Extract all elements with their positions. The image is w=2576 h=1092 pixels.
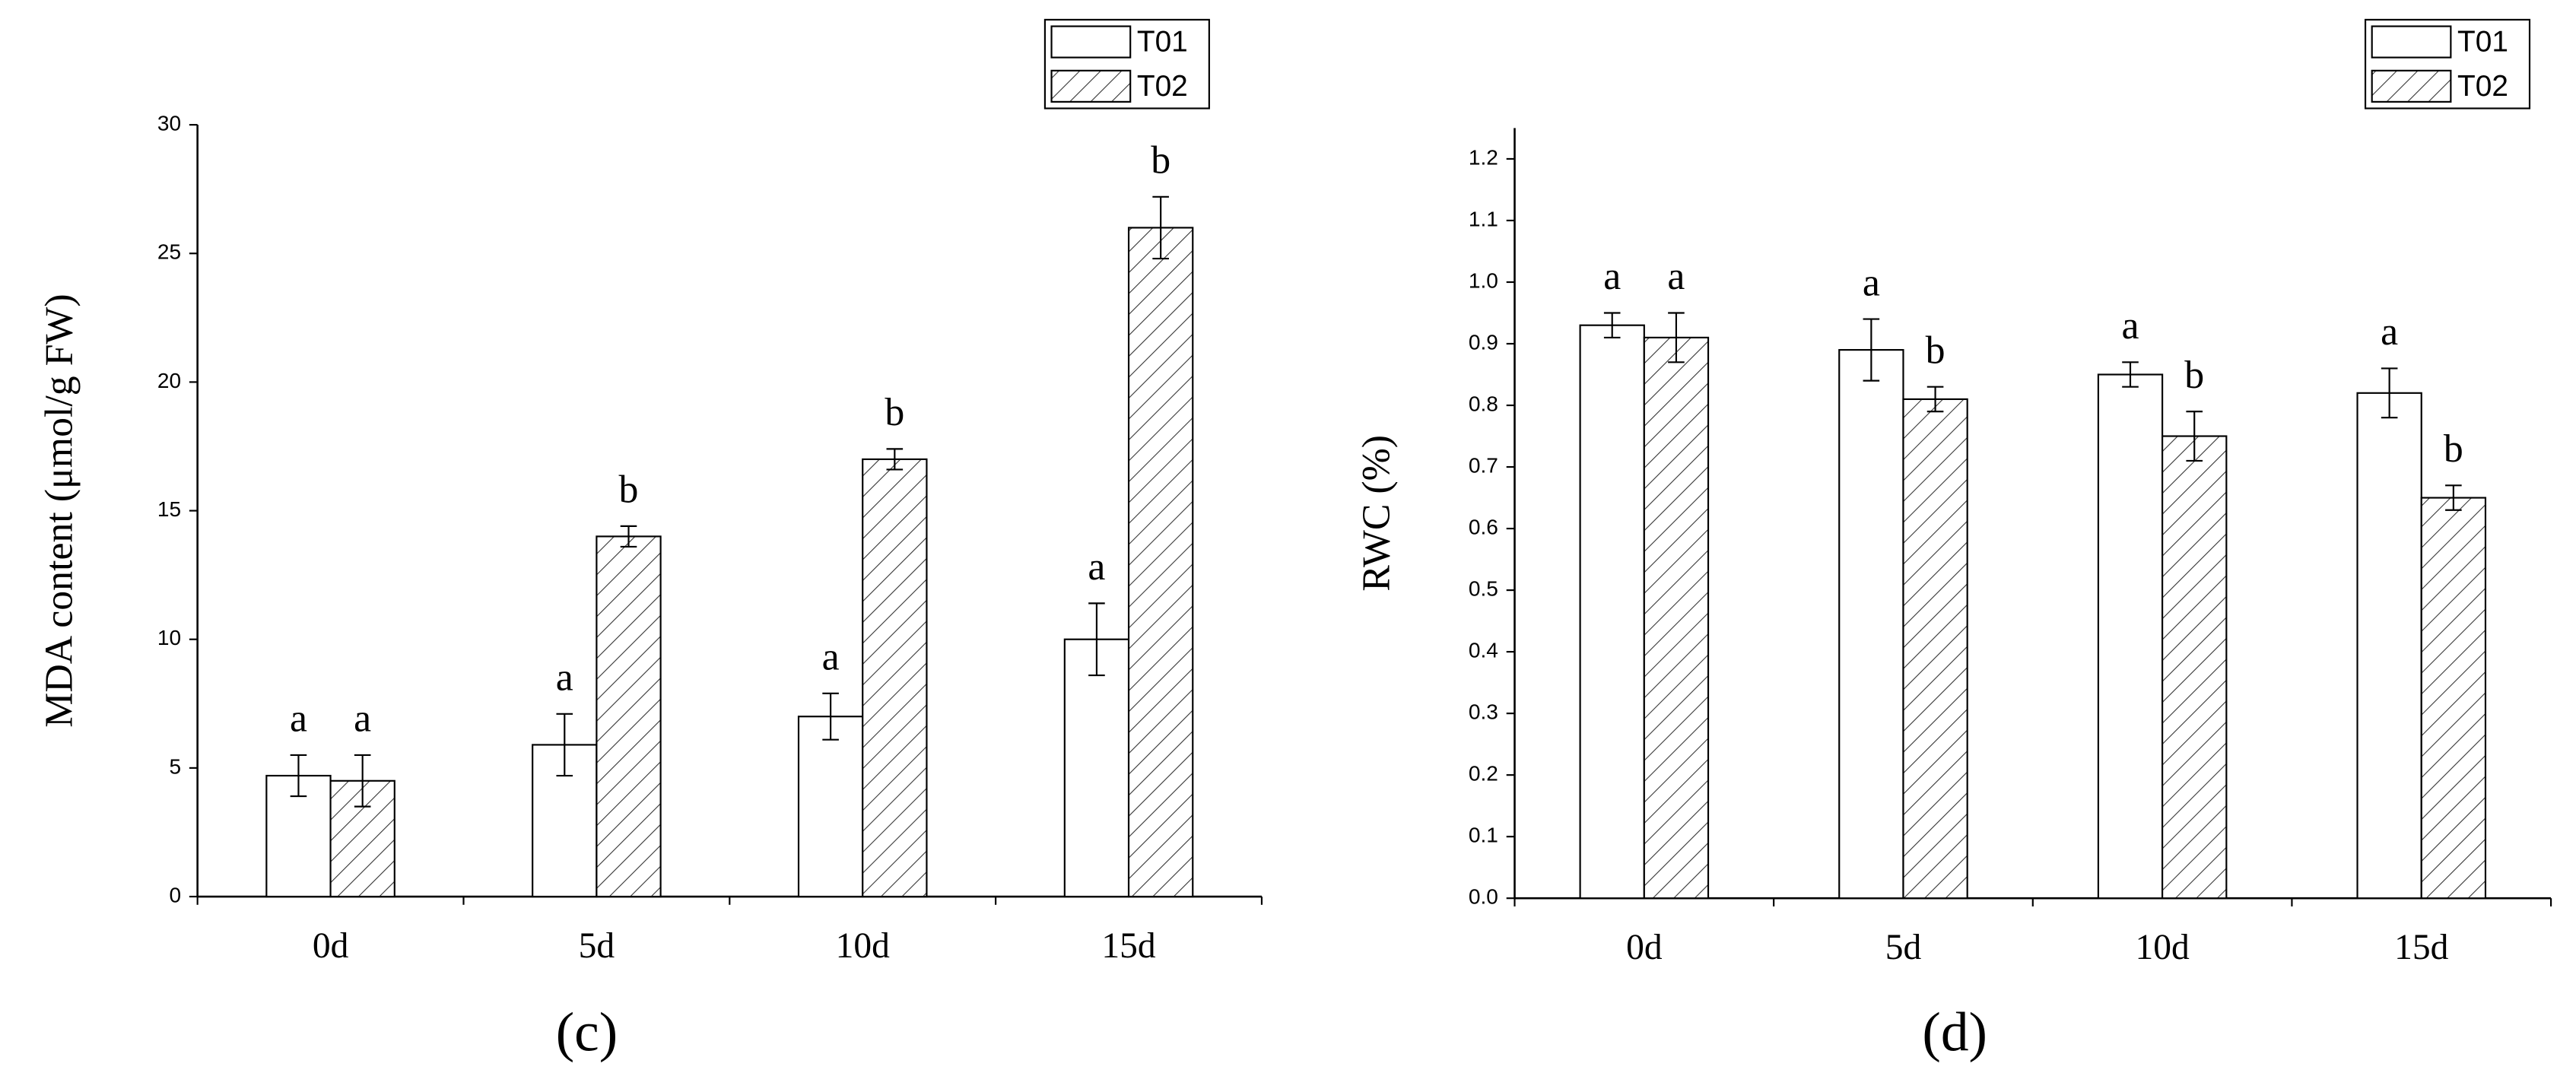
legend-label: T02 — [1137, 70, 1188, 103]
legend-label: T01 — [2457, 25, 2508, 58]
significance-letter: a — [290, 697, 307, 741]
bar — [862, 458, 928, 898]
bar — [2097, 373, 2164, 900]
significance-letter: a — [1088, 545, 1105, 589]
error-bar — [822, 692, 839, 741]
y-tick-label: 0.1 — [1469, 824, 1498, 847]
y-tick-label: 0.8 — [1469, 392, 1498, 415]
y-tick-label: 0.6 — [1469, 515, 1498, 538]
bar — [2356, 392, 2422, 900]
y-tick-label: 1.2 — [1469, 145, 1498, 169]
y-tick-label: 0 — [169, 883, 181, 906]
significance-letter: b — [2444, 427, 2463, 471]
bar — [2420, 497, 2487, 900]
x-tick-label: 0d — [1626, 928, 1663, 967]
error-bar — [2186, 411, 2203, 462]
significance-letter: b — [619, 468, 639, 512]
significance-letter: b — [2184, 354, 2204, 397]
x-tick-label: 15d — [2394, 928, 2449, 967]
y-tick-label: 0.3 — [1469, 700, 1498, 724]
significance-letter: a — [1667, 255, 1685, 298]
significance-letter: b — [1926, 329, 1945, 372]
error-bar — [1603, 312, 1621, 338]
legend-label: T01 — [1137, 25, 1188, 58]
x-tick-label: 5d — [579, 926, 615, 966]
y-tick-label: 0.0 — [1469, 885, 1498, 909]
y-tick-label: 0.4 — [1469, 639, 1498, 662]
error-bar — [1668, 312, 1685, 363]
significance-letter: a — [2122, 304, 2139, 348]
significance-letter: a — [2381, 310, 2398, 354]
significance-letter: a — [1863, 261, 1880, 304]
x-tick-label: 15d — [1101, 926, 1156, 966]
error-bar — [1863, 318, 1880, 382]
y-tick-label: 1.1 — [1469, 207, 1498, 230]
bar — [797, 716, 864, 898]
bar — [1643, 336, 1710, 900]
y-tick-label: 0.5 — [1469, 577, 1498, 601]
error-bar — [2445, 484, 2462, 511]
bar — [1902, 398, 1968, 900]
bar — [1127, 227, 1194, 898]
y-tick-label: 5 — [169, 754, 181, 778]
error-bar — [886, 448, 904, 471]
panel-label: (d) — [1922, 1002, 1987, 1063]
x-tick-label: 10d — [2135, 928, 2190, 967]
y-tick-label: 1.0 — [1469, 268, 1498, 292]
significance-letter: a — [822, 635, 840, 678]
error-bar — [556, 713, 573, 777]
y-tick-label: 0.9 — [1469, 330, 1498, 354]
error-bar — [354, 754, 371, 808]
panel-label: (c) — [556, 1002, 618, 1063]
legend-swatch — [2371, 25, 2452, 59]
x-tick-label: 10d — [836, 926, 891, 966]
bar — [596, 535, 662, 898]
x-tick-label: 0d — [313, 926, 349, 966]
error-bar — [2381, 367, 2398, 419]
significance-letter: a — [354, 697, 371, 741]
y-axis-label: RWC (%) — [1355, 435, 1398, 592]
error-bar — [290, 754, 307, 798]
x-tick-label: 5d — [1885, 928, 1922, 967]
y-tick-label: 0.2 — [1469, 762, 1498, 786]
y-tick-label: 30 — [157, 112, 181, 135]
error-bar — [620, 525, 637, 548]
y-tick-label: 20 — [157, 369, 181, 392]
significance-letter: b — [1151, 139, 1170, 183]
error-bar — [1088, 602, 1105, 677]
significance-letter: a — [556, 656, 573, 700]
bar — [1838, 349, 1904, 900]
error-bar — [1926, 386, 1944, 413]
significance-letter: b — [885, 391, 904, 434]
significance-letter: a — [1603, 255, 1621, 298]
bar — [329, 779, 395, 898]
bar — [2161, 435, 2228, 900]
y-tick-label: 10 — [157, 626, 181, 649]
legend-swatch — [2371, 69, 2452, 103]
bar — [1063, 638, 1130, 898]
error-bar — [2122, 361, 2139, 388]
y-tick-label: 25 — [157, 240, 181, 264]
legend-label: T02 — [2457, 70, 2508, 103]
y-tick-label: 0.7 — [1469, 453, 1498, 477]
legend-swatch — [1050, 25, 1132, 59]
bar — [1579, 324, 1645, 900]
y-tick-label: 15 — [157, 497, 181, 521]
y-axis-label: MDA content (μmol/g FW) — [37, 294, 81, 727]
error-bar — [1152, 195, 1169, 260]
legend-swatch — [1050, 69, 1132, 103]
